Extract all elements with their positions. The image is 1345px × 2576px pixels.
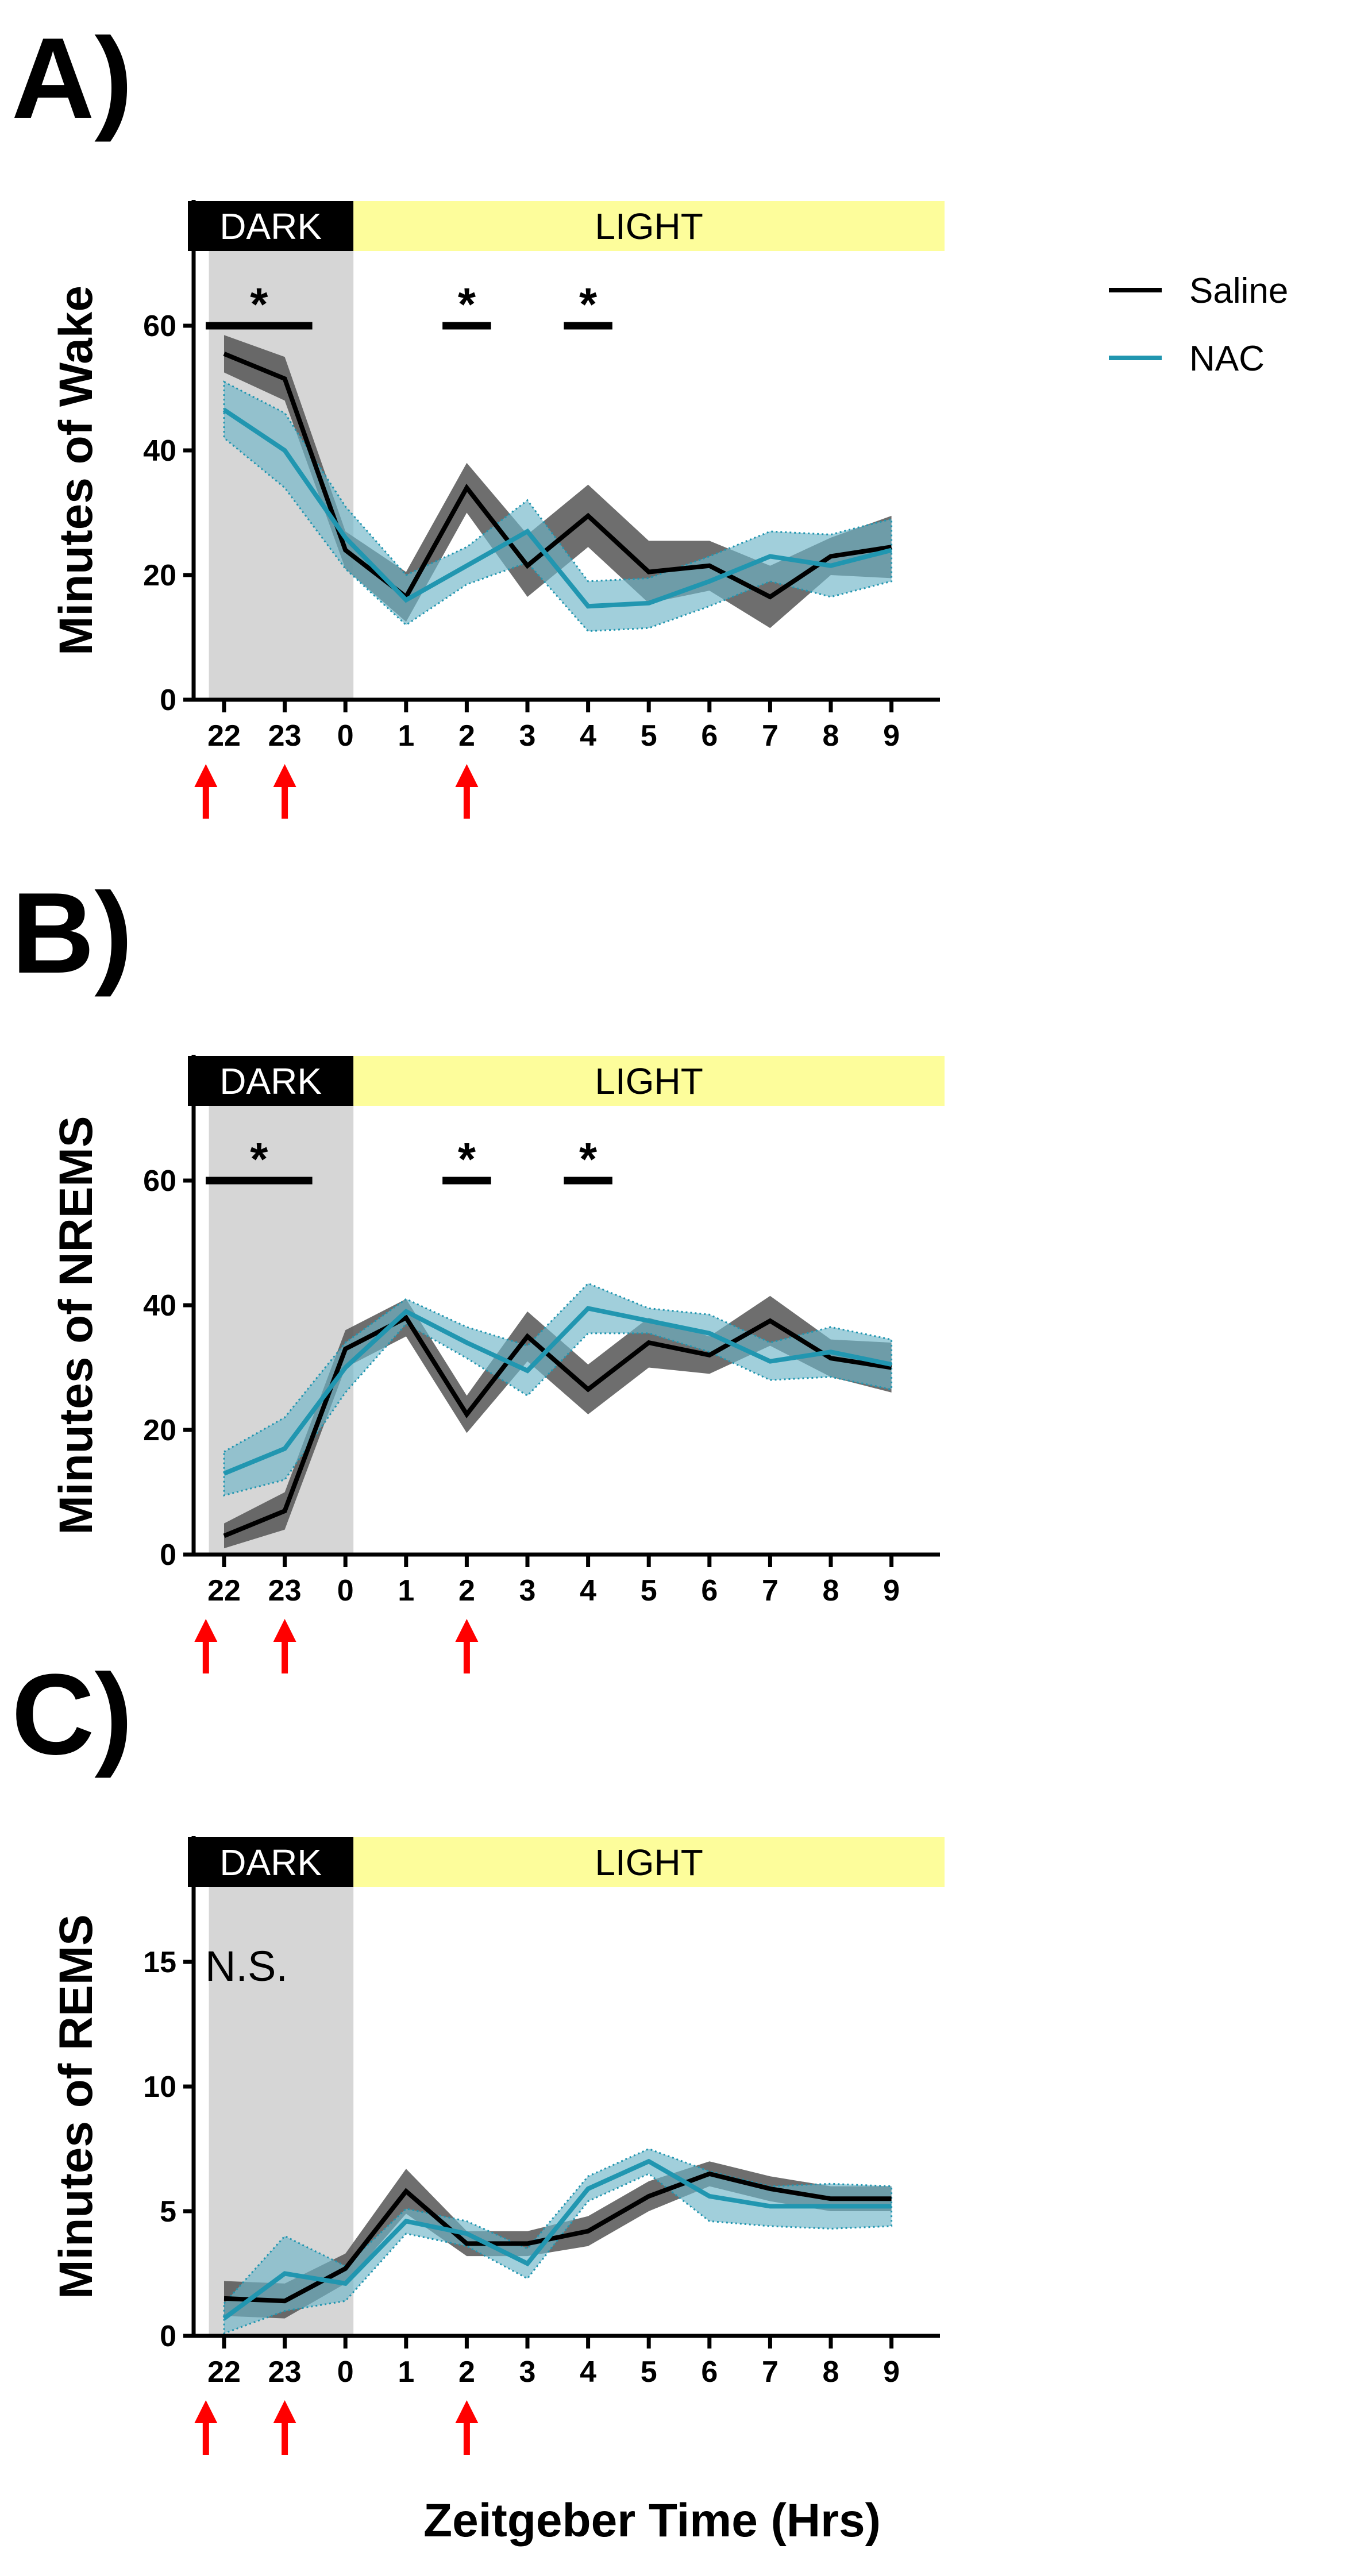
x-tick-label: 8	[823, 2355, 839, 2389]
x-tick-label: 7	[762, 719, 779, 753]
x-tick-label: 5	[641, 2355, 657, 2389]
x-tick-label: 0	[337, 2355, 354, 2389]
y-tick-label: 0	[160, 684, 176, 717]
light-band	[353, 201, 945, 251]
significance-star: *	[250, 1133, 268, 1185]
significance-star: *	[458, 279, 476, 330]
x-tick-label: 5	[641, 719, 657, 753]
dark-band-label: DARK	[219, 1842, 322, 1883]
dark-band	[188, 1837, 354, 1887]
panel-letter: B)	[11, 869, 133, 997]
dark-band-label: DARK	[219, 206, 322, 247]
nac-line	[222, 408, 892, 609]
nac-error-band	[223, 2147, 893, 2335]
nac-line	[222, 2158, 892, 2320]
x-tick-label: 7	[762, 1574, 779, 1607]
saline-legend-label: Saline	[1189, 271, 1288, 311]
panel-letter: A)	[11, 14, 133, 142]
y-tick-label: 5	[160, 2195, 176, 2228]
y-tick-label: 40	[143, 1289, 176, 1322]
x-tick-label: 8	[823, 719, 839, 753]
x-tick-label: 6	[701, 1574, 718, 1607]
panel-letter: C)	[11, 1651, 133, 1779]
significance-star: *	[458, 1133, 476, 1185]
x-tick-label: 6	[701, 2355, 718, 2389]
saline-line	[223, 1314, 892, 1538]
x-axis-label: Zeitgeber Time (Hrs)	[423, 2494, 881, 2547]
dark-band	[188, 1056, 354, 1106]
injection-arrowhead	[273, 1619, 296, 1642]
light-band-label: LIGHT	[595, 1061, 703, 1102]
dark-band-label: DARK	[219, 1061, 322, 1102]
x-tick-label: 23	[268, 2355, 302, 2389]
injection-arrowhead	[194, 1619, 218, 1642]
x-tick-label: 9	[883, 1574, 900, 1607]
y-tick-label: 40	[143, 434, 176, 468]
dark-band	[188, 201, 354, 251]
x-tick-label: 1	[398, 719, 414, 753]
x-tick-label: 0	[337, 719, 354, 753]
injection-arrowhead	[273, 764, 296, 787]
y-axis-label: Minutes of NREMS	[50, 1116, 102, 1535]
x-tick-label: 23	[268, 1574, 302, 1607]
y-tick-label: 15	[143, 1946, 176, 1979]
x-tick-label: 22	[207, 719, 241, 753]
significance-star: *	[579, 279, 598, 330]
x-tick-label: 2	[458, 719, 475, 753]
x-tick-label: 3	[519, 2355, 536, 2389]
x-tick-label: 23	[268, 719, 302, 753]
x-tick-label: 0	[337, 1574, 354, 1607]
injection-arrowhead	[455, 764, 479, 787]
x-tick-label: 4	[580, 1574, 596, 1607]
light-band-label: LIGHT	[595, 1842, 703, 1883]
y-tick-label: 60	[143, 310, 176, 343]
x-tick-label: 6	[701, 719, 718, 753]
nac-legend-label: NAC	[1189, 339, 1265, 379]
injection-arrowhead	[194, 764, 218, 787]
x-tick-label: 2	[458, 2355, 475, 2389]
x-tick-label: 4	[580, 719, 596, 753]
y-tick-label: 20	[143, 559, 176, 592]
x-tick-label: 5	[641, 1574, 657, 1607]
injection-arrowhead	[194, 2400, 218, 2423]
x-tick-label: 4	[580, 2355, 596, 2389]
y-tick-label: 20	[143, 1414, 176, 1447]
ns-annotation: N.S.	[205, 1942, 288, 1990]
x-tick-label: 2	[458, 1574, 475, 1607]
injection-arrowhead	[455, 2400, 479, 2423]
x-tick-label: 22	[207, 2355, 241, 2389]
significance-star: *	[579, 1133, 598, 1185]
injection-arrowhead	[455, 1619, 479, 1642]
nac-error-band	[223, 380, 893, 633]
x-tick-label: 9	[883, 2355, 900, 2389]
light-band-label: LIGHT	[595, 206, 703, 247]
y-tick-label: 60	[143, 1164, 176, 1198]
nac-error-band	[223, 1282, 893, 1497]
y-tick-label: 0	[160, 1538, 176, 1572]
legend: Saline NAC	[1109, 271, 1288, 379]
saline-error-band	[224, 2161, 892, 2319]
saline-line	[223, 2171, 892, 2304]
x-tick-label: 3	[519, 1574, 536, 1607]
x-tick-label: 22	[207, 1574, 241, 1607]
light-band	[353, 1056, 945, 1106]
light-band	[353, 1837, 945, 1887]
x-tick-label: 8	[823, 1574, 839, 1607]
injection-arrowhead	[273, 2400, 296, 2423]
x-tick-label: 1	[398, 1574, 414, 1607]
y-tick-label: 10	[143, 2070, 176, 2104]
x-tick-label: 9	[883, 719, 900, 753]
y-tick-label: 0	[160, 2320, 176, 2353]
x-tick-label: 7	[762, 2355, 779, 2389]
nac-line	[223, 1306, 892, 1476]
x-tick-label: 3	[519, 719, 536, 753]
y-axis-label: Minutes of Wake	[50, 286, 102, 655]
x-tick-label: 1	[398, 2355, 414, 2389]
significance-star: *	[250, 279, 268, 330]
y-axis-label: Minutes of REMS	[50, 1914, 102, 2299]
